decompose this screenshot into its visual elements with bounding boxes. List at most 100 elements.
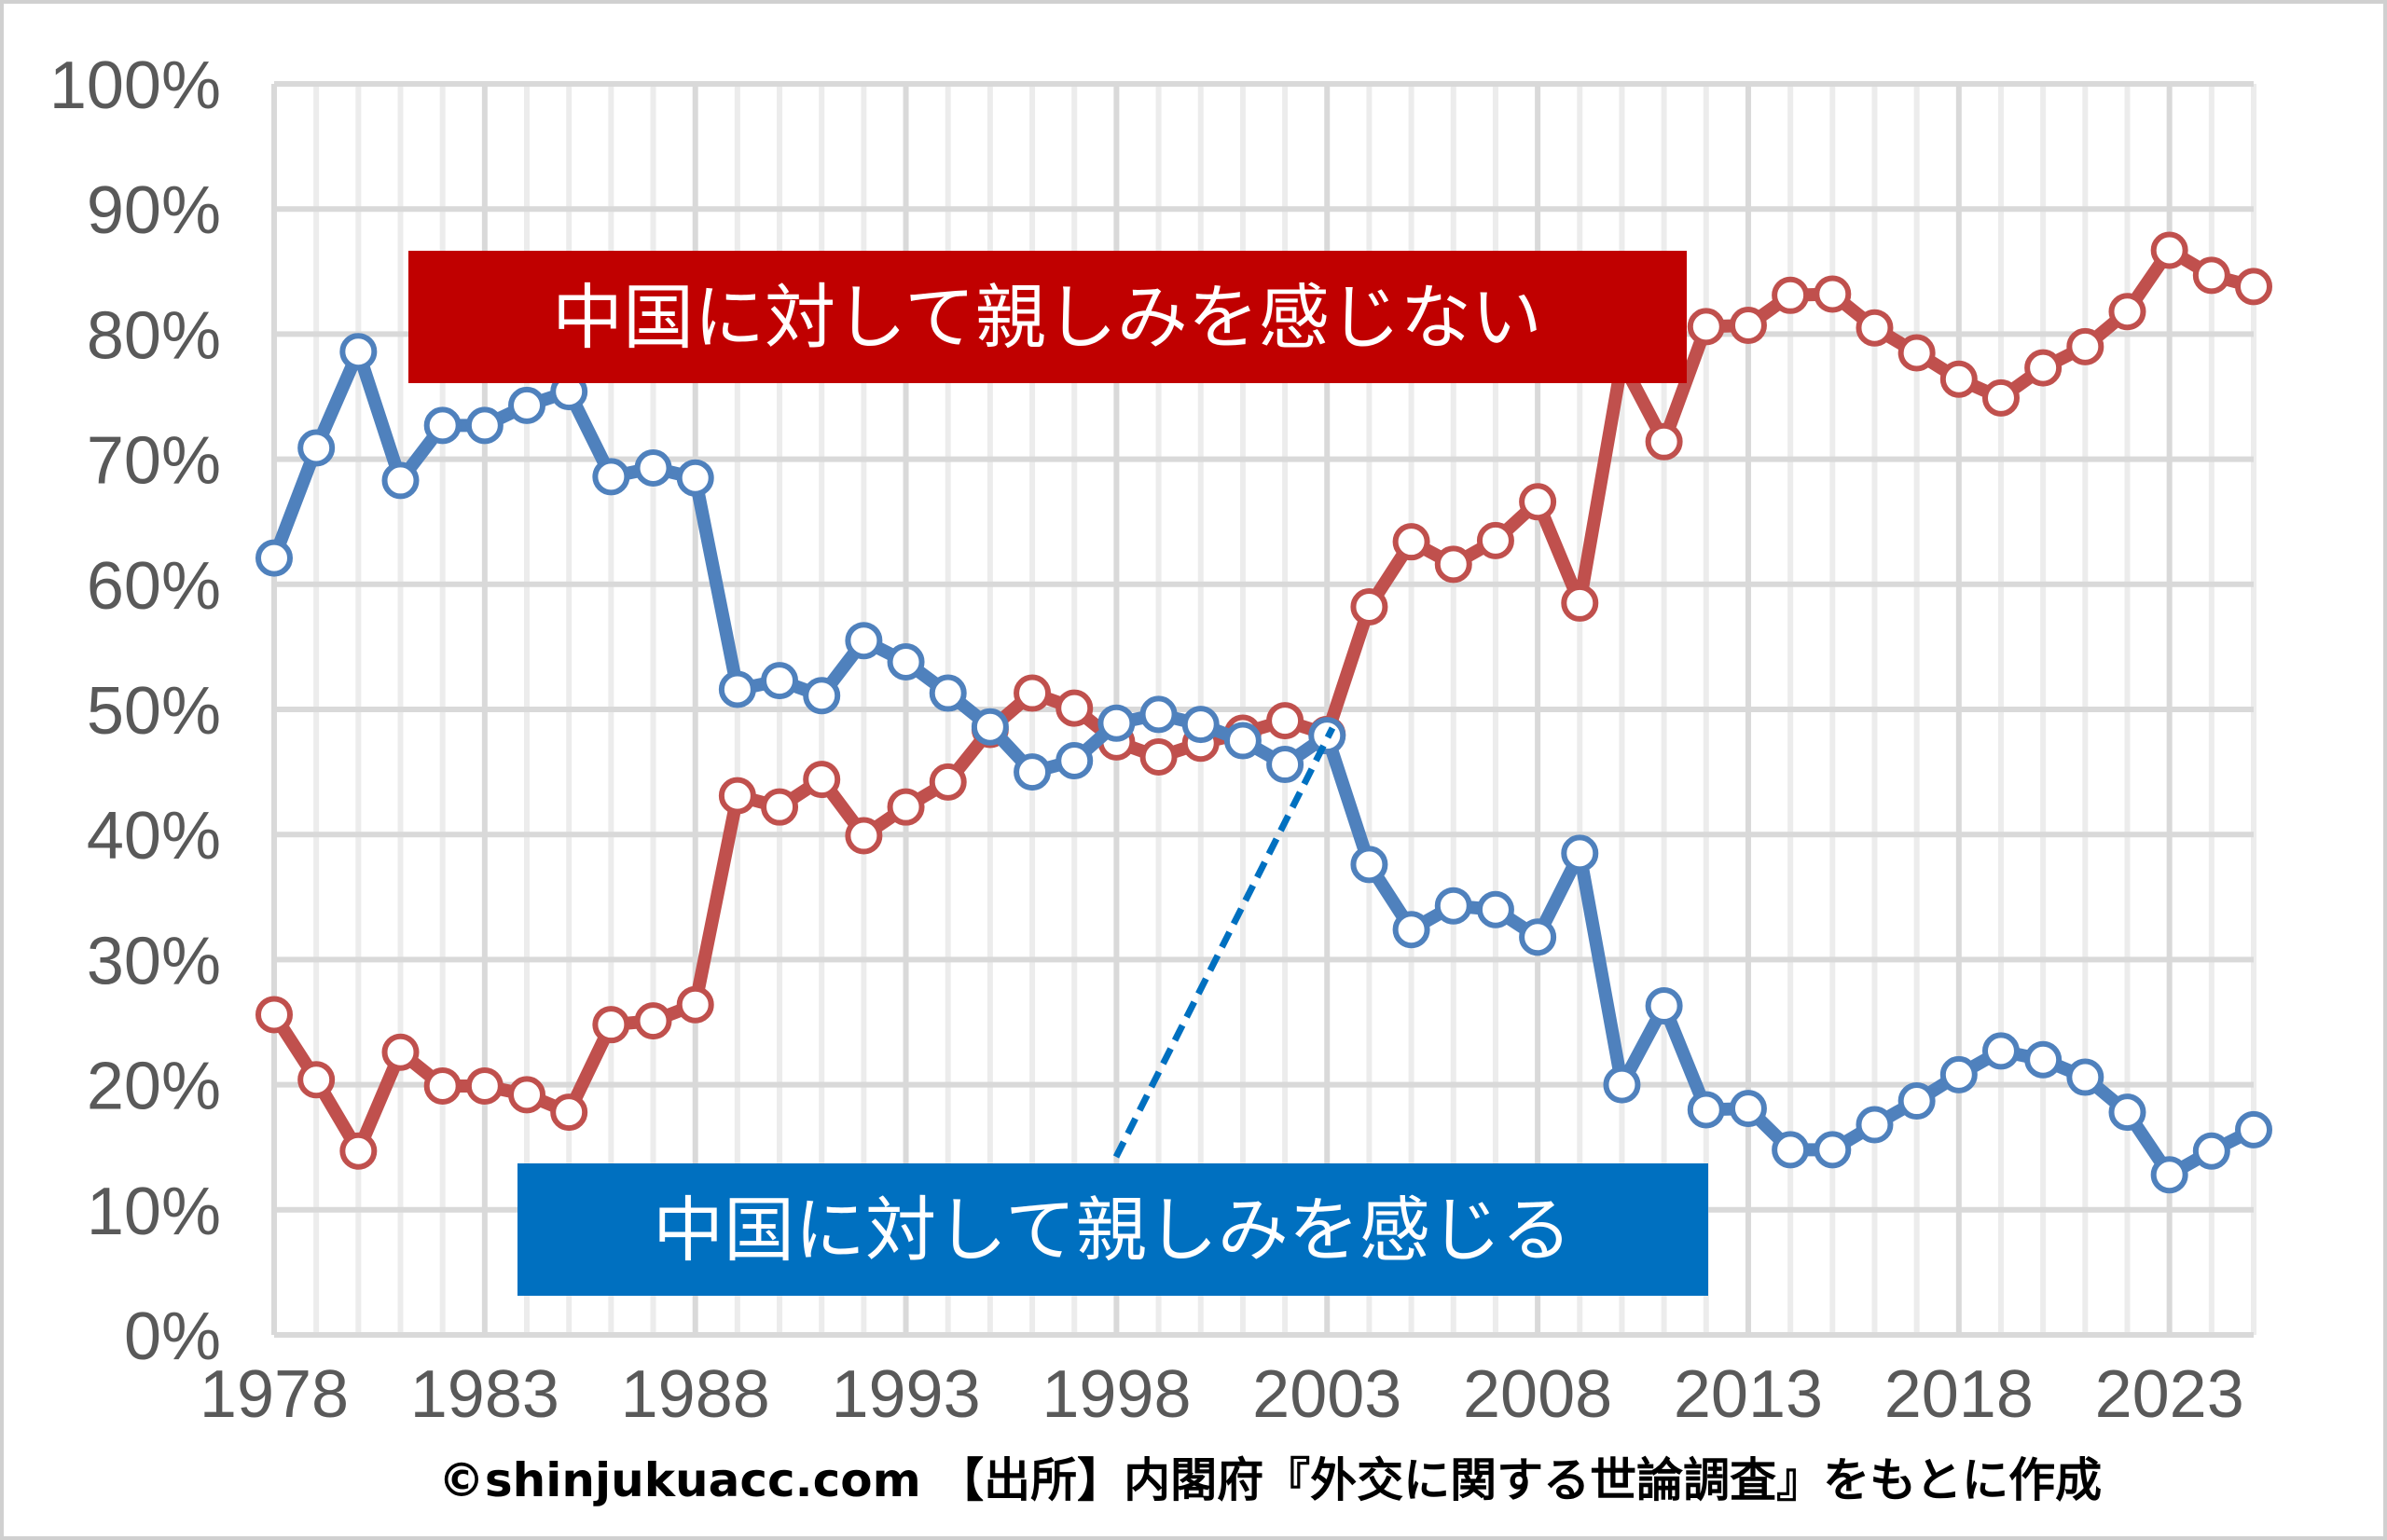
data-point bbox=[1434, 887, 1472, 925]
data-point bbox=[845, 622, 883, 660]
x-tick-label: 1988 bbox=[621, 1357, 770, 1432]
data-point bbox=[508, 386, 546, 424]
data-point bbox=[1856, 1106, 1894, 1144]
y-tick-label: 40% bbox=[87, 799, 221, 873]
data-point bbox=[1350, 846, 1388, 884]
x-tick-label: 2018 bbox=[1884, 1357, 2034, 1432]
data-point bbox=[2024, 1040, 2063, 1079]
data-point bbox=[1814, 275, 1852, 313]
data-point bbox=[1097, 704, 1136, 742]
data-point bbox=[1014, 753, 1052, 791]
data-point bbox=[1897, 334, 1936, 372]
data-point bbox=[1476, 521, 1514, 559]
data-point bbox=[887, 788, 925, 826]
data-point bbox=[803, 761, 841, 799]
data-point bbox=[381, 461, 420, 500]
x-tick-label: 2023 bbox=[2095, 1357, 2244, 1432]
x-tick-label: 2013 bbox=[1674, 1357, 1823, 1432]
data-point bbox=[2192, 256, 2230, 295]
data-point bbox=[1645, 422, 1683, 461]
data-point bbox=[1139, 737, 1178, 776]
data-point bbox=[2066, 1058, 2104, 1096]
x-tick-label: 2008 bbox=[1463, 1357, 1612, 1432]
data-point bbox=[1392, 911, 1430, 949]
data-point bbox=[1139, 695, 1178, 734]
data-point bbox=[2024, 349, 2063, 387]
series-layer bbox=[255, 231, 2272, 1194]
data-point bbox=[1772, 1131, 1810, 1169]
data-point bbox=[1645, 987, 1683, 1025]
data-point bbox=[255, 539, 293, 577]
data-point bbox=[1981, 378, 2020, 417]
data-point bbox=[845, 817, 883, 855]
y-tick-label: 30% bbox=[87, 924, 221, 998]
y-axis-ticks: 0% 10% 20% 30% 40% 50% 60% 70% 80% 90% 100% bbox=[49, 48, 221, 1374]
label-leader-line bbox=[1112, 726, 1336, 1159]
x-tick-label: 1978 bbox=[200, 1357, 349, 1432]
data-point bbox=[1181, 706, 1220, 744]
data-point bbox=[297, 1061, 336, 1099]
data-point bbox=[255, 996, 293, 1034]
legend-label-no-affinity: 中国に対して親しみを感じない bbox=[408, 251, 1687, 383]
data-point bbox=[423, 1066, 462, 1105]
data-point bbox=[1266, 746, 1304, 784]
y-tick-label: 10% bbox=[87, 1175, 221, 1249]
data-point bbox=[592, 458, 630, 496]
data-point bbox=[2192, 1132, 2230, 1170]
data-point bbox=[1056, 742, 1094, 780]
data-point bbox=[1687, 308, 1725, 346]
data-point bbox=[803, 677, 841, 715]
y-tick-label: 80% bbox=[87, 298, 221, 373]
data-point bbox=[634, 1002, 672, 1040]
data-point bbox=[1350, 587, 1388, 626]
data-point bbox=[1519, 483, 1557, 521]
y-tick-label: 90% bbox=[87, 173, 221, 248]
legend-label-no-affinity-text: 中国に対して親しみを感じない bbox=[552, 276, 1542, 359]
data-point bbox=[592, 1006, 630, 1044]
data-point bbox=[718, 670, 756, 708]
x-tick-label: 1998 bbox=[1042, 1357, 1191, 1432]
data-point bbox=[676, 985, 714, 1024]
data-point bbox=[465, 406, 504, 445]
data-point bbox=[1939, 1055, 1978, 1093]
data-point bbox=[381, 1033, 420, 1071]
data-point bbox=[2150, 231, 2188, 269]
data-point bbox=[2108, 1093, 2146, 1132]
data-point bbox=[1856, 309, 1894, 347]
data-point bbox=[423, 406, 462, 445]
data-point bbox=[1561, 834, 1599, 873]
data-point bbox=[1729, 1090, 1767, 1128]
data-point bbox=[929, 674, 967, 712]
data-point bbox=[1519, 918, 1557, 956]
data-point bbox=[971, 708, 1009, 746]
data-point bbox=[1939, 360, 1978, 398]
data-point bbox=[1056, 689, 1094, 727]
data-point bbox=[2108, 293, 2146, 331]
data-point bbox=[2150, 1156, 2188, 1194]
x-tick-label: 2003 bbox=[1252, 1357, 1401, 1432]
x-tick-label: 1993 bbox=[831, 1357, 980, 1432]
data-point bbox=[718, 777, 756, 815]
data-point bbox=[550, 1093, 588, 1132]
data-point bbox=[929, 763, 967, 801]
data-point bbox=[1392, 523, 1430, 561]
y-tick-label: 50% bbox=[87, 674, 221, 749]
source-footer: ©shinjukuacc.com 【出所】内閣府『外交に関する世論調査』をもとに… bbox=[438, 1453, 2102, 1507]
data-point bbox=[761, 788, 799, 826]
data-point bbox=[2235, 268, 2272, 306]
data-point bbox=[1434, 545, 1472, 584]
data-point bbox=[339, 333, 378, 371]
data-point bbox=[887, 643, 925, 681]
y-tick-label: 70% bbox=[87, 424, 221, 499]
data-point bbox=[1603, 1066, 1641, 1104]
data-point bbox=[1223, 722, 1262, 760]
data-point bbox=[634, 448, 672, 487]
data-point bbox=[1561, 584, 1599, 622]
y-tick-label: 60% bbox=[87, 549, 221, 624]
data-point bbox=[1687, 1091, 1725, 1129]
data-point bbox=[1897, 1082, 1936, 1121]
data-point bbox=[1266, 702, 1304, 740]
legend-label-affinity-text: 中国に対して親しみを感じる bbox=[653, 1189, 1572, 1272]
data-point bbox=[676, 459, 714, 497]
